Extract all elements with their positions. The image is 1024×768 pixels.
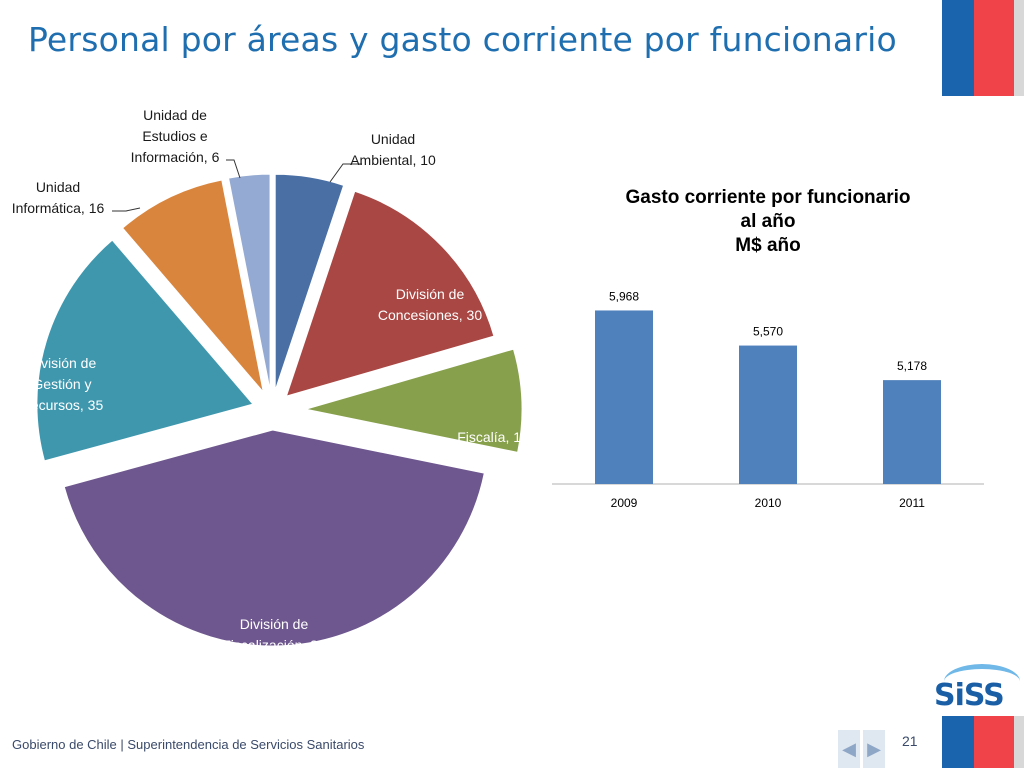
bar-chart-title-line-2: al año (740, 211, 796, 232)
bar-chart-title-line-3: M$ año (735, 235, 801, 256)
bar-value-label-2010: 5,570 (753, 325, 783, 339)
pie-slice-division-de-fiscalizacion (63, 429, 485, 647)
bar-2010 (739, 345, 797, 484)
bar-category-label-2009: 2009 (611, 496, 638, 510)
bar-2009 (595, 310, 653, 484)
pie-label-fiscalia: Fiscalía, 15 (457, 429, 529, 445)
bar-category-label-2010: 2010 (755, 496, 782, 510)
pie-slice-division-de-concesiones (285, 190, 495, 397)
pie-slice-division-de-gestion-y-recursos (36, 239, 254, 462)
chile-flag-footer-decoration (942, 716, 1024, 768)
pie-label-leader-unidad-informatica (112, 207, 141, 212)
page-title: Personal por áreas y gasto corriente por… (28, 20, 897, 59)
pie-slice-unidad-ambiental (274, 173, 345, 391)
pie-slice-fiscalia (305, 348, 523, 453)
pie-label-unidad-ambiental: Unidad Ambiental, 10 (350, 131, 436, 168)
pie-chart-personal-por-areas: Unidad Ambiental, 10 División de Concesione… (12, 107, 529, 653)
pie-label-division-de-fiscalizacion: División de Fiscalización, 83 (222, 616, 326, 653)
siss-logo-text: SiSS (934, 678, 1005, 713)
bar-value-label-2011: 5,178 (897, 359, 927, 373)
bar-2011 (883, 380, 941, 484)
pie-label-unidad-de-estudios-e-informacion: Unidad de Estudios e Información, 6 (131, 107, 220, 165)
pie-label-unidad-informatica: Unidad Informática, 16 (12, 179, 105, 216)
chile-flag-decoration (942, 0, 1024, 96)
siss-logo: SiSS (930, 660, 1024, 720)
pie-slice-unidad-de-estudios-e-informacion (227, 173, 271, 391)
pie-label-leader-unidad-ambiental (329, 163, 362, 183)
previous-slide-button[interactable]: ◀ (838, 730, 860, 768)
page-number: 21 (902, 733, 918, 749)
bar-chart-gasto-corriente: 5,968 2009 5,570 2010 5,178 2011 (552, 289, 984, 510)
pie-label-leader-unidad-de-estudios-e-informacion (226, 159, 241, 179)
bar-chart-title-line-1: Gasto corriente por funcionario (625, 187, 911, 208)
bar-value-label-2009: 5,968 (609, 289, 639, 303)
pie-label-division-de-gestion-y-recursos: División de Gestión y Recursos, 35 (21, 355, 104, 413)
footer-text: Gobierno de Chile | Superintendencia de … (12, 737, 365, 752)
bar-category-label-2011: 2011 (899, 496, 925, 510)
bar-chart-title: Gasto corriente por funcionario al año M… (560, 186, 976, 258)
pie-label-division-de-concesiones: División de Concesiones, 30 (378, 286, 483, 323)
next-slide-button[interactable]: ▶ (863, 730, 885, 768)
pie-slice-unidad-informatica (121, 179, 265, 394)
